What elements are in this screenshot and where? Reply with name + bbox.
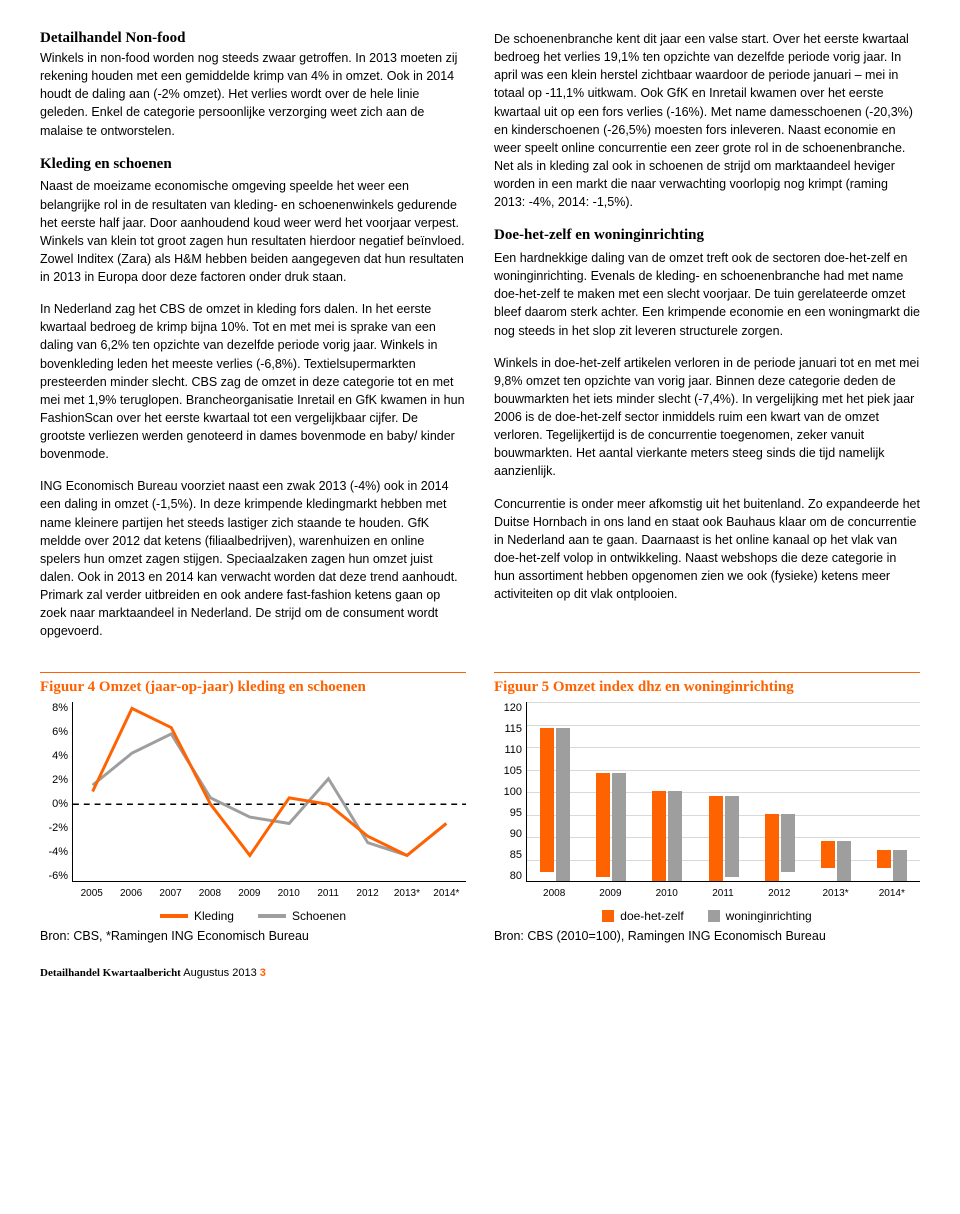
legend-schoenen: Schoenen	[258, 909, 346, 923]
swatch-schoenen	[258, 914, 286, 918]
swatch-dhz	[602, 910, 614, 922]
chart-5-legend: doe-het-zelf woninginrichting	[494, 909, 920, 923]
chart-4: Figuur 4 Omzet (jaar-op-jaar) kleding en…	[40, 664, 466, 943]
legend-won: woninginrichting	[708, 909, 812, 923]
para: Winkels in non-food worden nog steeds zw…	[40, 49, 466, 140]
legend-dhz: doe-het-zelf	[602, 909, 683, 923]
heading-nonfood: Detailhandel Non-food	[40, 30, 466, 47]
para: De schoenenbranche kent dit jaar een val…	[494, 30, 920, 211]
chart-5-title: Figuur 5 Omzet index dhz en woninginrich…	[494, 672, 920, 696]
chart-4-yaxis: 8%6%4%2%0%-2%-4%-6%	[40, 702, 72, 882]
para: Concurrentie is onder meer afkomstig uit…	[494, 495, 920, 604]
chart-5-plot	[526, 702, 920, 882]
text-columns: Detailhandel Non-food Winkels in non-foo…	[40, 30, 920, 654]
chart-4-legend: Kleding Schoenen	[40, 909, 466, 923]
para: Doe-het-zelf en woninginrichting Een har…	[494, 225, 920, 339]
swatch-kleding	[160, 914, 188, 918]
legend-label: woninginrichting	[726, 909, 812, 923]
para: In Nederland zag het CBS de omzet in kle…	[40, 300, 466, 463]
para-text: Een hardnekkige daling van de omzet tref…	[494, 251, 920, 338]
chart-4-xaxis: 200520062007200820092010201120122013*201…	[72, 888, 466, 899]
chart-5-area: 12011511010510095908580	[494, 702, 920, 882]
chart-5-source: Bron: CBS (2010=100), Ramingen ING Econo…	[494, 929, 920, 943]
para: Winkels in doe-het-zelf artikelen verlor…	[494, 354, 920, 481]
para: Kleding en schoenen Naast de moeizame ec…	[40, 154, 466, 287]
chart-4-title: Figuur 4 Omzet (jaar-op-jaar) kleding en…	[40, 672, 466, 696]
swatch-won	[708, 910, 720, 922]
page-footer: Detailhandel Kwartaalbericht Augustus 20…	[40, 967, 920, 979]
chart-5: Figuur 5 Omzet index dhz en woninginrich…	[494, 664, 920, 943]
chart-5-yaxis: 12011511010510095908580	[494, 702, 526, 882]
chart-4-svg	[73, 702, 466, 881]
heading-kleding: Kleding en schoenen	[40, 154, 466, 176]
legend-label: Schoenen	[292, 909, 346, 923]
heading-dhz: Doe-het-zelf en woninginrichting	[494, 225, 920, 247]
chart-4-plot	[72, 702, 466, 882]
legend-label: Kleding	[194, 909, 234, 923]
para-text: Naast de moeizame economische omgeving s…	[40, 179, 465, 284]
footer-rest: Augustus 2013	[181, 967, 260, 979]
legend-kleding: Kleding	[160, 909, 234, 923]
right-column: De schoenenbranche kent dit jaar een val…	[494, 30, 920, 654]
left-column: Detailhandel Non-food Winkels in non-foo…	[40, 30, 466, 654]
chart-4-source: Bron: CBS, *Ramingen ING Economisch Bure…	[40, 929, 466, 943]
charts-row: Figuur 4 Omzet (jaar-op-jaar) kleding en…	[40, 664, 920, 943]
chart-5-xaxis: 200820092010201120122013*2014*	[526, 888, 920, 899]
para: ING Economisch Bureau voorziet naast een…	[40, 477, 466, 640]
footer-page: 3	[260, 967, 266, 979]
chart-4-area: 8%6%4%2%0%-2%-4%-6%	[40, 702, 466, 882]
footer-title: Detailhandel Kwartaalbericht	[40, 967, 181, 979]
legend-label: doe-het-zelf	[620, 909, 683, 923]
